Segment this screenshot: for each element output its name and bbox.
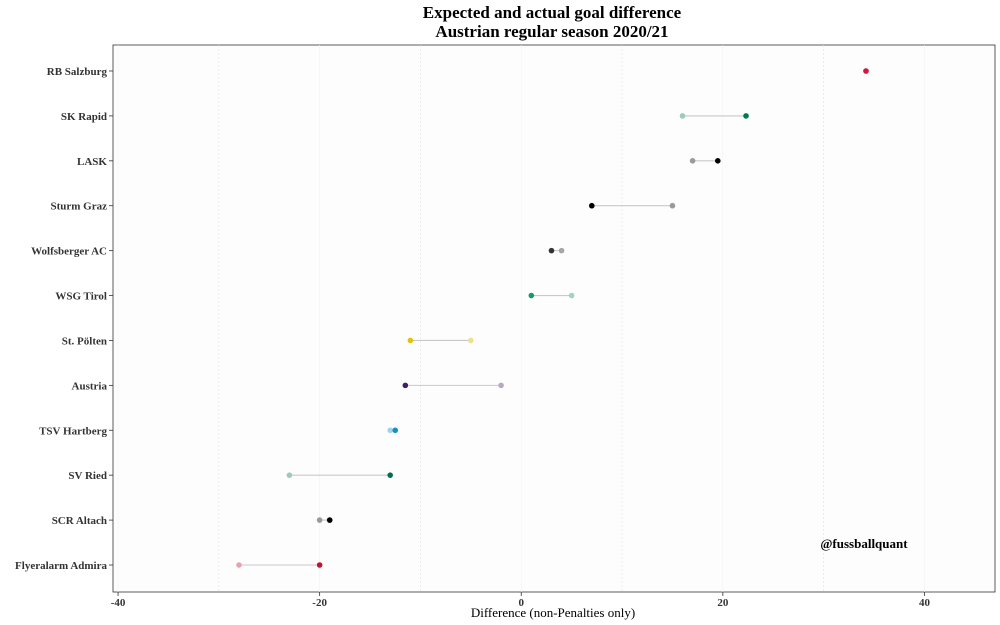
y-tick-label: Austria <box>72 380 108 392</box>
x-tick-label: -20 <box>312 597 327 609</box>
x-tick-label: 20 <box>717 597 729 609</box>
xg-diff-point <box>498 382 504 389</box>
actual-diff-point <box>402 382 409 389</box>
xg-diff-point <box>387 427 394 434</box>
x-axis-label: Difference (non-Penalties only) <box>471 605 635 620</box>
xg-diff-point <box>568 292 575 299</box>
actual-diff-point <box>715 158 721 164</box>
marks-layer <box>236 68 869 568</box>
xg-diff-point <box>558 247 565 254</box>
y-tick-label: St. Pölten <box>62 335 107 347</box>
y-tick-label: Sturm Graz <box>50 201 107 213</box>
actual-diff-point <box>548 247 555 254</box>
y-tick-label: RB Salzburg <box>47 66 108 78</box>
x-axis: -40 -20 0 20 40 <box>111 592 931 609</box>
y-tick-label: TSV Hartberg <box>39 425 107 437</box>
grid-layer <box>117 45 925 592</box>
actual-diff-point <box>743 113 749 119</box>
actual-diff-point <box>392 427 399 434</box>
xg-diff-point <box>468 337 474 344</box>
y-tick-label: Wolfsberger AC <box>31 246 107 258</box>
xg-diff-point <box>689 158 696 164</box>
xg-diff-point <box>669 202 676 209</box>
y-tick-label: LASK <box>77 156 107 168</box>
actual-diff-point <box>387 472 394 478</box>
chart-title: Expected and actual goal difference <box>423 3 682 22</box>
x-tick-label: -40 <box>111 597 126 609</box>
y-tick-label: SV Ried <box>68 470 107 482</box>
plot-panel <box>112 44 996 593</box>
actual-diff-point <box>589 202 595 209</box>
xg-diff-point <box>679 113 686 119</box>
y-tick-label: WSG Tirol <box>55 291 107 303</box>
actual-diff-point <box>316 562 323 568</box>
watermark-annotation: @fussballquant <box>820 536 908 551</box>
chart-subtitle: Austrian regular season 2020/21 <box>435 22 668 41</box>
xg-diff-point <box>316 517 323 523</box>
y-tick-label: Flyeralarm Admira <box>15 560 107 572</box>
x-tick-label: 0 <box>518 597 524 609</box>
actual-diff-point <box>528 292 535 299</box>
xg-diff-point <box>236 562 242 568</box>
y-axis: RB Salzburg SK Rapid LASK Sturm Graz Wolfsbe… <box>15 66 113 572</box>
actual-diff-point <box>326 517 333 523</box>
actual-diff-point <box>407 337 414 344</box>
x-tick-label: 40 <box>919 597 931 609</box>
actual-diff-point <box>863 68 869 74</box>
xg-diff-point <box>286 472 293 478</box>
y-tick-label: SK Rapid <box>61 111 107 123</box>
y-tick-label: SCR Altach <box>52 515 107 527</box>
